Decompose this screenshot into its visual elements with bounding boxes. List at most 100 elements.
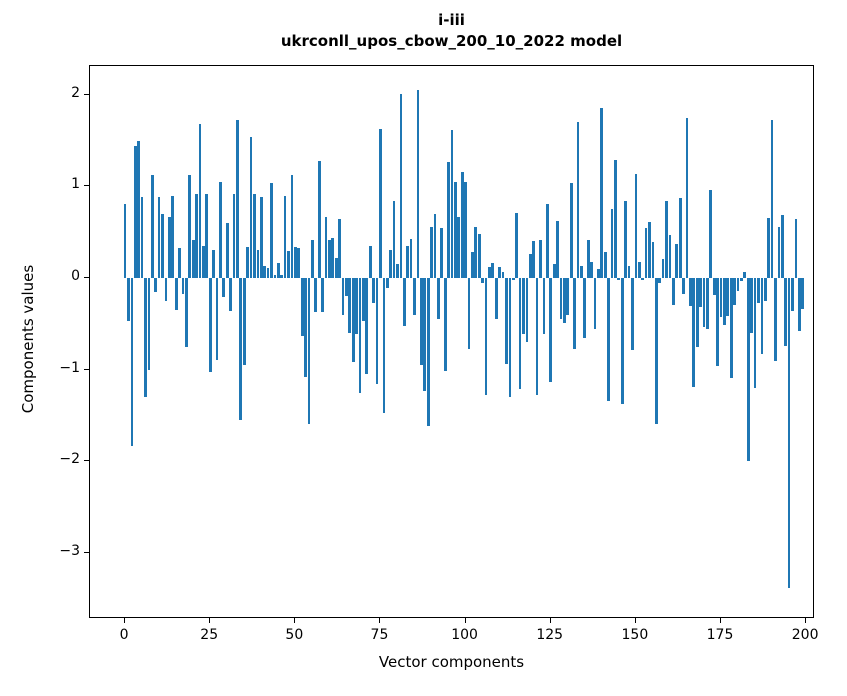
bar-140 <box>600 108 604 278</box>
x-tick-mark-0 <box>124 618 126 623</box>
bar-64 <box>341 277 345 315</box>
bar-114 <box>511 277 515 280</box>
bar-50 <box>293 246 297 278</box>
bar-141 <box>603 252 607 278</box>
bar-37 <box>249 136 253 278</box>
x-tick-mark-75 <box>379 618 381 623</box>
bar-52 <box>300 277 304 336</box>
bar-63 <box>338 219 341 278</box>
bar-117 <box>522 277 525 334</box>
bar-120 <box>532 241 536 278</box>
bar-53 <box>304 277 307 377</box>
bar-1 <box>127 277 130 322</box>
bar-118 <box>525 277 529 343</box>
bar-98 <box>457 217 461 278</box>
bar-38 <box>253 193 256 278</box>
y-tick-label--1: −1 <box>59 359 80 376</box>
bar-2 <box>130 277 134 446</box>
bar-58 <box>321 277 324 312</box>
bar-185 <box>753 277 757 388</box>
plot-area <box>89 65 814 618</box>
bar-75 <box>379 128 382 278</box>
bar-175 <box>719 277 723 318</box>
bar-151 <box>637 262 641 278</box>
bar-16 <box>178 247 181 278</box>
bar-68 <box>355 277 358 334</box>
bar-18 <box>185 277 188 347</box>
y-tick-mark--1 <box>84 368 89 370</box>
bar-123 <box>542 277 546 334</box>
bar-190 <box>770 120 774 278</box>
bar-41 <box>263 266 267 278</box>
bar-82 <box>402 277 406 326</box>
bar-113 <box>508 277 512 398</box>
x-tick-mark-125 <box>549 618 551 623</box>
bar-57 <box>317 160 321 278</box>
bar-149 <box>631 277 634 351</box>
bar-93 <box>440 228 444 278</box>
y-tick-mark-1 <box>84 185 89 187</box>
bar-166 <box>689 277 692 307</box>
bar-12 <box>164 277 168 301</box>
bar-163 <box>678 198 682 278</box>
bar-158 <box>661 258 665 278</box>
bar-181 <box>740 277 743 281</box>
bar-76 <box>382 277 386 413</box>
bar-0 <box>123 203 127 278</box>
bar-9 <box>154 277 158 292</box>
bar-59 <box>324 216 328 278</box>
y-tick-mark--3 <box>84 551 89 553</box>
bar-86 <box>416 90 420 278</box>
bar-134 <box>580 266 583 278</box>
bar-84 <box>409 239 413 278</box>
bar-162 <box>675 244 679 278</box>
bar-103 <box>474 226 478 278</box>
bar-124 <box>545 203 549 278</box>
bar-48 <box>287 251 290 278</box>
bar-144 <box>614 159 617 278</box>
bar-165 <box>685 118 689 278</box>
bar-61 <box>331 237 335 278</box>
bar-70 <box>362 277 365 322</box>
bar-112 <box>505 277 508 365</box>
bar-23 <box>202 245 205 278</box>
bar-94 <box>443 277 447 371</box>
y-tick-mark-0 <box>84 276 89 278</box>
x-tick-label-25: 25 <box>200 627 219 643</box>
bar-179 <box>733 277 736 305</box>
bar-194 <box>784 277 788 346</box>
bar-35 <box>242 277 246 366</box>
bar-138 <box>593 277 597 330</box>
bar-133 <box>576 122 580 278</box>
bar-4 <box>137 141 141 278</box>
bar-153 <box>644 227 648 278</box>
bar-186 <box>757 277 760 303</box>
x-tick-label-150: 150 <box>621 627 649 643</box>
bar-173 <box>712 277 716 296</box>
bar-29 <box>222 277 226 298</box>
bar-139 <box>597 268 600 278</box>
bar-143 <box>610 209 614 278</box>
bar-49 <box>290 175 294 278</box>
bar-97 <box>454 181 457 278</box>
bar-193 <box>780 214 784 278</box>
bar-6 <box>144 277 147 398</box>
bar-83 <box>406 245 410 278</box>
bar-160 <box>668 234 672 278</box>
bar-13 <box>167 216 171 278</box>
x-tick-mark-25 <box>209 618 211 623</box>
y-tick-label--2: −2 <box>59 451 80 468</box>
bar-168 <box>695 277 699 347</box>
bar-71 <box>365 277 369 375</box>
bar-45 <box>276 263 280 278</box>
bar-10 <box>157 197 161 278</box>
bar-131 <box>569 182 573 278</box>
bar-62 <box>334 257 338 278</box>
bar-159 <box>665 200 668 278</box>
bar-177 <box>726 277 730 316</box>
x-tick-mark-150 <box>634 618 636 623</box>
y-tick-label--3: −3 <box>59 542 80 559</box>
bar-150 <box>634 174 638 278</box>
bar-77 <box>385 277 389 289</box>
chart-title: i-iii ukrconll_upos_cbow_200_10_2022 mod… <box>89 10 814 52</box>
